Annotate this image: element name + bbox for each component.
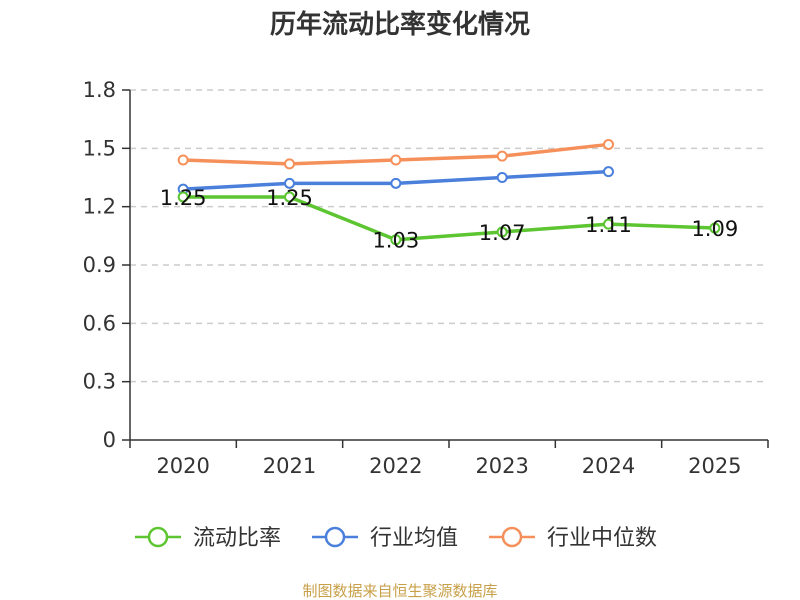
- data-point[interactable]: [284, 177, 295, 189]
- x-tick-label: 2024: [582, 454, 635, 478]
- data-point[interactable]: [496, 150, 508, 162]
- data-point[interactable]: [496, 226, 508, 238]
- x-tick-label: 2025: [688, 454, 741, 478]
- data-point[interactable]: [709, 222, 721, 234]
- data-point[interactable]: [284, 191, 295, 203]
- data-point[interactable]: [603, 166, 614, 178]
- data-label: 1.11: [585, 213, 632, 237]
- data-point[interactable]: [390, 234, 402, 246]
- x-tick-label: 2020: [156, 454, 209, 478]
- y-tick-label: 0.6: [83, 311, 116, 335]
- legend-item[interactable]: 行业中位数: [489, 526, 657, 551]
- data-point[interactable]: [390, 154, 402, 166]
- data-point[interactable]: [603, 218, 614, 230]
- legend-label: 流动比率: [193, 526, 281, 551]
- x-tick-label: 2022: [369, 454, 422, 478]
- data-point[interactable]: [603, 138, 614, 150]
- axes: 0 0.3 0.6 0.9 1.2 1.5 1.8 2020 2021 2022 2023 2024 2…: [83, 78, 769, 478]
- data-labels: 1.25 1.25 1.03 1.07 1.11 1.09: [160, 186, 738, 253]
- y-tick-label: 0.9: [83, 253, 116, 277]
- legend-item[interactable]: 行业均值: [312, 526, 458, 551]
- legend-item[interactable]: 流动比率: [135, 526, 281, 551]
- source-note: 制图数据来自恒生聚源数据库: [302, 582, 497, 600]
- data-point[interactable]: [177, 191, 189, 203]
- data-point[interactable]: [496, 172, 508, 183]
- legend-marker: [147, 526, 169, 548]
- chart-title: 历年流动比率变化情况: [270, 9, 530, 40]
- x-tick-label: 2021: [263, 454, 316, 478]
- y-tick-label: 0: [103, 428, 116, 452]
- x-tick-label: 2023: [475, 454, 528, 478]
- legend-marker: [501, 526, 523, 548]
- series: [177, 138, 721, 246]
- data-label: 1.07: [479, 221, 526, 245]
- data-label: 1.25: [160, 186, 207, 210]
- data-point[interactable]: [177, 154, 189, 166]
- legend-label: 行业均值: [370, 526, 458, 551]
- y-tick-label: 1.2: [83, 195, 116, 219]
- y-tick-label: 1.8: [83, 78, 116, 102]
- legend-label: 行业中位数: [547, 526, 657, 551]
- legend-marker: [324, 526, 346, 548]
- legend[interactable]: 流动比率 行业均值 行业中位数: [135, 526, 657, 551]
- data-label: 1.03: [372, 229, 419, 253]
- y-tick-label: 0.3: [83, 370, 116, 394]
- data-point[interactable]: [284, 158, 295, 170]
- data-label: 1.25: [266, 186, 313, 210]
- y-tick-label: 1.5: [83, 136, 116, 160]
- data-label: 1.09: [691, 217, 738, 241]
- grid: [130, 89, 768, 383]
- data-point[interactable]: [390, 177, 402, 189]
- series-line-0: [183, 195, 715, 242]
